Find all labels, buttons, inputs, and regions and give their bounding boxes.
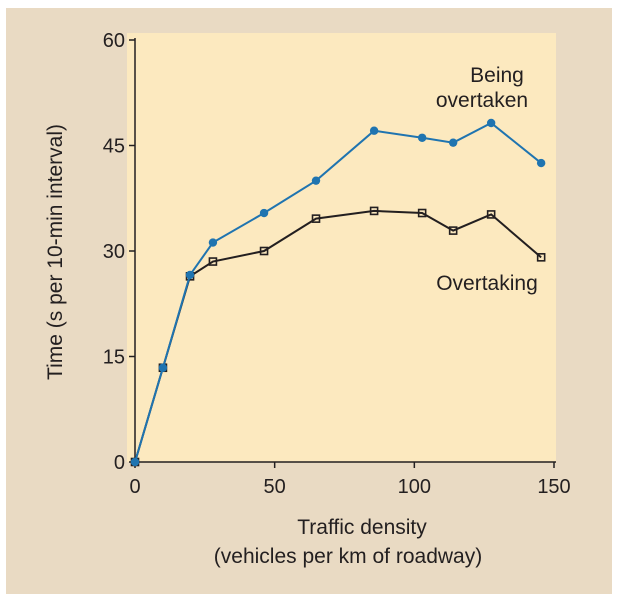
data-point — [448, 226, 458, 235]
data-point — [369, 126, 379, 135]
data-point — [208, 238, 218, 247]
x-axis-label-line2: (vehicles per km of roadway) — [214, 545, 482, 568]
data-point — [536, 253, 546, 262]
data-point — [158, 363, 168, 372]
x-tick-label: 50 — [264, 476, 286, 498]
plot-area — [127, 33, 556, 462]
y-tick-label: 45 — [103, 136, 125, 158]
x-tick-label: 150 — [537, 476, 570, 498]
y-tick-label: 60 — [103, 30, 125, 52]
data-point — [185, 270, 195, 280]
data-point — [259, 208, 269, 218]
series-label-being-overtaken-line2: overtaken — [436, 89, 528, 112]
data-point — [417, 133, 427, 142]
x-tick-label: 0 — [129, 476, 140, 498]
x-tick-label: 100 — [398, 476, 431, 498]
data-point — [486, 210, 496, 219]
data-point — [448, 138, 458, 147]
y-tick-label: 30 — [103, 241, 125, 263]
series-label-being-overtaken-line1: Being — [470, 64, 524, 87]
data-point — [486, 118, 496, 128]
y-tick-label: 0 — [114, 452, 125, 474]
y-tick-label: 15 — [103, 347, 125, 369]
data-point — [311, 176, 321, 185]
x-axis-label: Traffic density — [297, 516, 427, 539]
data-point — [259, 246, 269, 256]
data-point — [208, 257, 218, 266]
data-point — [536, 158, 546, 168]
data-point — [311, 214, 321, 223]
data-point — [417, 208, 427, 218]
data-point — [130, 457, 140, 467]
y-axis-label: Time (s per 10-min interval) — [44, 124, 67, 380]
data-point — [369, 206, 379, 216]
series-label-overtaking: Overtaking — [436, 272, 538, 295]
